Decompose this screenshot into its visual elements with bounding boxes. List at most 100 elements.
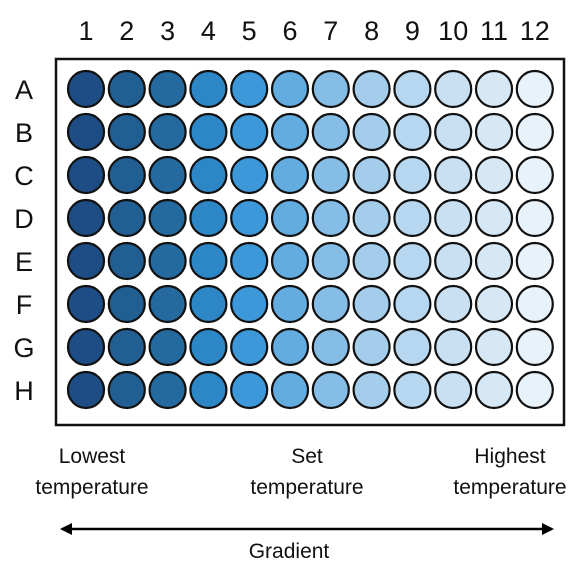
well-G11 [474,327,514,367]
well-B3 [148,112,187,152]
column-label-2: 2 [119,16,134,46]
well-C10 [434,155,473,195]
row-label-G: G [13,333,34,363]
gradient-label: Gradient [249,540,330,562]
well-H3 [148,370,187,410]
column-label-12: 12 [520,16,550,46]
well-A4 [189,69,228,109]
column-label-10: 10 [438,16,468,46]
well-C12 [515,155,554,195]
well-G5 [230,327,269,367]
well-C8 [352,155,391,195]
column-label-9: 9 [405,16,420,46]
row-label-A: A [15,75,33,105]
well-A3 [148,69,187,109]
row-label-B: B [15,118,33,148]
well-G7 [311,327,350,367]
well-B7 [311,112,350,152]
well-G8 [352,327,391,367]
well-D1 [66,198,106,238]
well-E12 [515,241,554,281]
well-E3 [148,241,187,281]
well-E2 [107,241,146,281]
column-label-8: 8 [364,16,379,46]
well-E7 [311,241,350,281]
well-A5 [230,69,269,109]
well-H2 [107,370,146,410]
well-B1 [66,112,106,152]
well-H12 [515,370,554,410]
well-A8 [352,69,391,109]
well-C9 [393,155,432,195]
well-F5 [230,284,269,324]
well-D9 [393,198,432,238]
row-label-C: C [14,161,34,191]
well-F6 [270,284,310,324]
well-H1 [66,370,106,410]
well-F11 [474,284,514,324]
well-D10 [434,198,473,238]
well-H7 [311,370,350,410]
well-H10 [434,370,473,410]
high-temp-label-line1: Highest [474,445,545,468]
well-E1 [66,241,106,281]
well-D3 [148,198,187,238]
column-label-7: 7 [323,16,338,46]
high-temp-label-line2: temperature [453,476,566,499]
low-temp-label-line2: temperature [35,476,148,499]
well-F4 [189,284,228,324]
well-F12 [515,284,554,324]
well-D11 [474,198,514,238]
well-B8 [352,112,391,152]
well-G6 [270,327,310,367]
well-B6 [270,112,310,152]
well-B12 [515,112,554,152]
set-temp-label-line1: Set [291,445,323,468]
well-A1 [66,69,106,109]
row-label-E: E [15,247,33,277]
well-G4 [189,327,228,367]
well-A12 [515,69,554,109]
well-D6 [270,198,310,238]
well-H11 [474,370,514,410]
well-C2 [107,155,146,195]
well-G1 [66,327,106,367]
column-label-6: 6 [282,16,297,46]
well-D2 [107,198,146,238]
well-E11 [474,241,514,281]
well-B9 [393,112,432,152]
well-E8 [352,241,391,281]
well-B2 [107,112,146,152]
well-E6 [270,241,310,281]
column-label-4: 4 [201,16,216,46]
well-G10 [434,327,473,367]
column-labels: 1 2 3 4 5 6 7 8 9 10 11 12 [78,16,549,46]
row-label-F: F [16,290,33,320]
row-label-D: D [14,204,34,234]
well-B4 [189,112,228,152]
well-G9 [393,327,432,367]
wells [66,69,554,410]
well-F7 [311,284,350,324]
well-A2 [107,69,146,109]
set-temp-label-line2: temperature [250,476,363,499]
column-label-3: 3 [160,16,175,46]
well-A9 [393,69,432,109]
column-label-5: 5 [242,16,257,46]
well-G2 [107,327,146,367]
low-temp-label-line1: Lowest [59,445,126,468]
well-C5 [230,155,269,195]
row-label-H: H [14,376,34,406]
well-C1 [66,155,106,195]
well-D8 [352,198,391,238]
well-G12 [515,327,554,367]
well-A7 [311,69,350,109]
well-E4 [189,241,228,281]
well-G3 [148,327,187,367]
well-F3 [148,284,187,324]
well-A10 [434,69,473,109]
well-E9 [393,241,432,281]
column-label-11: 11 [480,16,508,46]
well-D7 [311,198,350,238]
